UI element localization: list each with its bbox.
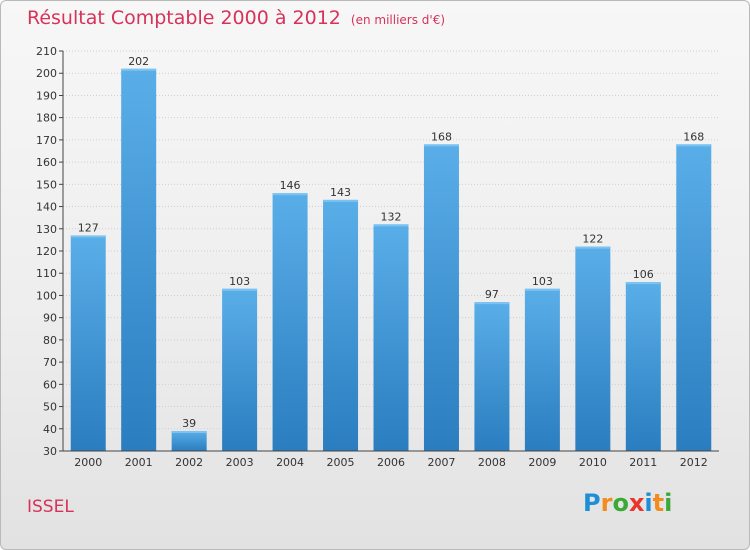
bar <box>272 193 308 451</box>
bar-highlight <box>373 224 409 227</box>
bar-highlight <box>423 144 459 147</box>
bar <box>676 144 712 452</box>
bar <box>625 282 661 451</box>
y-tick-label: 190 <box>36 89 57 102</box>
x-tick-label: 2010 <box>579 456 607 469</box>
logo-letter: o <box>612 489 629 517</box>
bar-highlight <box>474 302 510 305</box>
y-tick-label: 210 <box>36 45 57 58</box>
bar-highlight <box>625 282 661 285</box>
data-label: 122 <box>582 233 603 246</box>
data-label: 97 <box>485 288 499 301</box>
logo-letter: t <box>652 489 665 517</box>
x-tick-label: 2002 <box>175 456 203 469</box>
y-tick-label: 70 <box>43 356 57 369</box>
bar-highlight <box>676 144 712 147</box>
y-tick-label: 90 <box>43 312 57 325</box>
y-tick-label: 120 <box>36 245 57 258</box>
proxiti-logo: Proxiti <box>583 489 672 517</box>
data-label: 103 <box>532 275 553 288</box>
y-tick-label: 100 <box>36 289 57 302</box>
bar-highlight <box>222 288 258 291</box>
data-label: 168 <box>683 130 704 143</box>
bar-highlight <box>171 431 207 433</box>
data-label: 168 <box>431 130 452 143</box>
x-tick-label: 2005 <box>327 456 355 469</box>
x-tick-label: 2007 <box>427 456 455 469</box>
data-label: 146 <box>280 179 301 192</box>
bar <box>222 288 258 451</box>
y-tick-label: 60 <box>43 378 57 391</box>
logo-letter: r <box>600 489 613 517</box>
y-tick-label: 160 <box>36 156 57 169</box>
bar-highlight <box>524 288 560 291</box>
bar <box>171 431 207 451</box>
bar <box>121 68 157 452</box>
y-tick-label: 30 <box>43 445 57 458</box>
y-tick-label: 40 <box>43 423 57 436</box>
data-label: 106 <box>633 268 654 281</box>
y-tick-label: 50 <box>43 401 57 414</box>
data-label: 143 <box>330 186 351 199</box>
bar <box>70 235 106 451</box>
bar <box>524 288 560 451</box>
y-tick-label: 180 <box>36 112 57 125</box>
y-tick-label: 110 <box>36 267 57 280</box>
bar <box>423 144 459 452</box>
bar <box>474 302 510 451</box>
data-label: 39 <box>182 417 196 430</box>
x-tick-label: 2003 <box>226 456 254 469</box>
logo-letter: P <box>583 489 601 517</box>
x-tick-label: 2001 <box>125 456 153 469</box>
bar-highlight <box>70 235 106 238</box>
data-label: 127 <box>78 221 99 234</box>
bar <box>323 199 359 451</box>
y-tick-label: 80 <box>43 334 57 347</box>
x-tick-label: 2011 <box>629 456 657 469</box>
y-tick-label: 140 <box>36 201 57 214</box>
data-label: 103 <box>229 275 250 288</box>
bar <box>373 224 409 451</box>
x-tick-label: 2000 <box>74 456 102 469</box>
chart-unit: (en milliers d'€) <box>350 13 446 27</box>
y-tick-label: 200 <box>36 67 57 80</box>
x-tick-label: 2004 <box>276 456 304 469</box>
y-tick-label: 150 <box>36 178 57 191</box>
bar-highlight <box>121 68 157 71</box>
data-label: 132 <box>381 210 402 223</box>
bar-highlight <box>272 193 308 196</box>
bar-highlight <box>575 246 611 249</box>
data-label: 202 <box>128 55 149 68</box>
logo-letter: i <box>644 489 653 517</box>
y-tick-label: 170 <box>36 134 57 147</box>
bar <box>575 246 611 451</box>
x-tick-label: 2012 <box>680 456 708 469</box>
municipality-name: ISSEL <box>27 497 74 517</box>
bar-highlight <box>323 199 359 202</box>
logo-letter: i <box>664 489 673 517</box>
logo-letter: x <box>628 489 645 517</box>
y-tick-label: 130 <box>36 223 57 236</box>
x-tick-label: 2008 <box>478 456 506 469</box>
x-tick-label: 2006 <box>377 456 405 469</box>
chart-title-text: Résultat Comptable 2000 à 2012 <box>27 7 341 29</box>
chart-title: Résultat Comptable 2000 à 2012 (en millie… <box>27 7 445 29</box>
x-tick-label: 2009 <box>528 456 556 469</box>
